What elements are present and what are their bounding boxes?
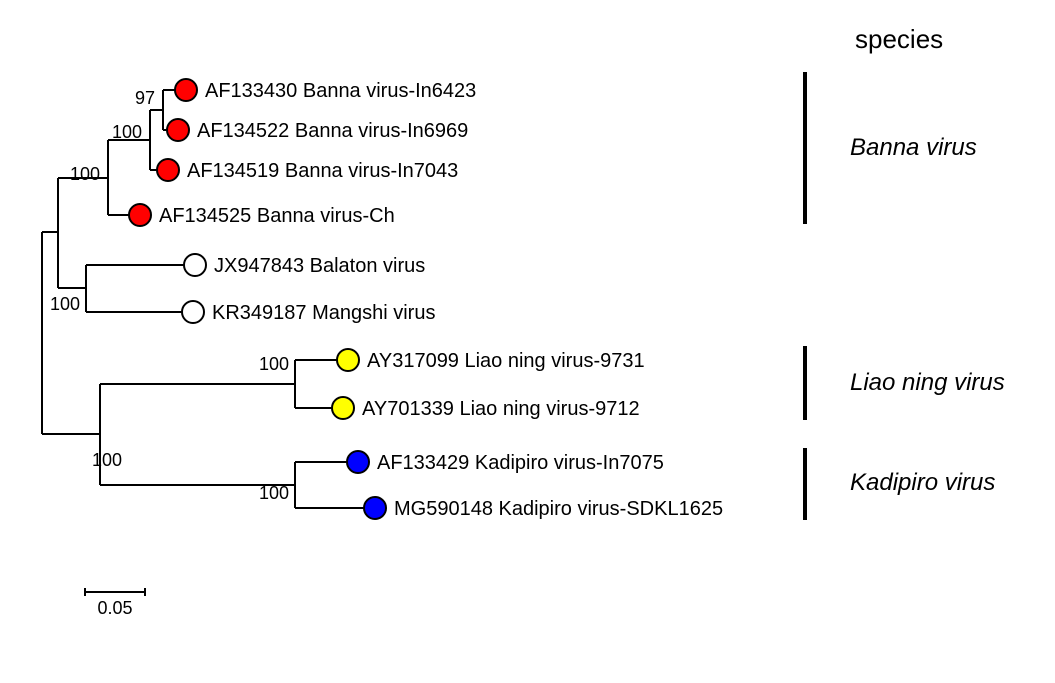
taxon-label: JX947843 Balaton virus xyxy=(214,255,425,277)
tip-marker xyxy=(337,349,359,371)
support-value: 97 xyxy=(135,88,155,108)
taxon-label: AF133430 Banna virus-In6423 xyxy=(205,80,476,102)
species-label: Liao ning virus xyxy=(850,369,1005,396)
taxon-label: AF134522 Banna virus-In6969 xyxy=(197,120,468,142)
support-value: 100 xyxy=(70,164,100,184)
taxon-label: AY317099 Liao ning virus-9731 xyxy=(367,350,645,372)
scale-bar: 0.05 xyxy=(85,588,145,618)
tip-marker xyxy=(175,79,197,101)
phylo-tree-figure: 97100100100100100100AF133430 Banna virus… xyxy=(0,0,1055,683)
taxon-label: MG590148 Kadipiro virus-SDKL1625 xyxy=(394,498,723,520)
taxon-label: AF134519 Banna virus-In7043 xyxy=(187,160,458,182)
support-value: 100 xyxy=(50,294,80,314)
species-header: species xyxy=(855,24,943,54)
species-label: Kadipiro virus xyxy=(850,469,995,496)
support-value: 100 xyxy=(92,450,122,470)
tip-marker xyxy=(167,119,189,141)
taxon-label: AF134525 Banna virus-Ch xyxy=(159,205,395,227)
tip-marker xyxy=(347,451,369,473)
tip-marker xyxy=(184,254,206,276)
support-value: 100 xyxy=(112,122,142,142)
tips: AF133430 Banna virus-In6423 AF134522 Bann… xyxy=(129,79,723,520)
taxon-label: KR349187 Mangshi virus xyxy=(212,302,435,324)
tip-marker xyxy=(332,397,354,419)
species-groups: Banna virus Liao ning virus Kadipiro virus xyxy=(805,72,1005,520)
branches xyxy=(42,90,375,508)
support-value: 100 xyxy=(259,483,289,503)
species-label: Banna virus xyxy=(850,134,977,161)
taxon-label: AF133429 Kadipiro virus-In7075 xyxy=(377,452,664,474)
tip-marker xyxy=(182,301,204,323)
tip-marker xyxy=(129,204,151,226)
taxon-label: AY701339 Liao ning virus-9712 xyxy=(362,398,640,420)
tip-marker xyxy=(157,159,179,181)
support-value: 100 xyxy=(259,354,289,374)
scale-bar-label: 0.05 xyxy=(97,598,132,618)
tip-marker xyxy=(364,497,386,519)
